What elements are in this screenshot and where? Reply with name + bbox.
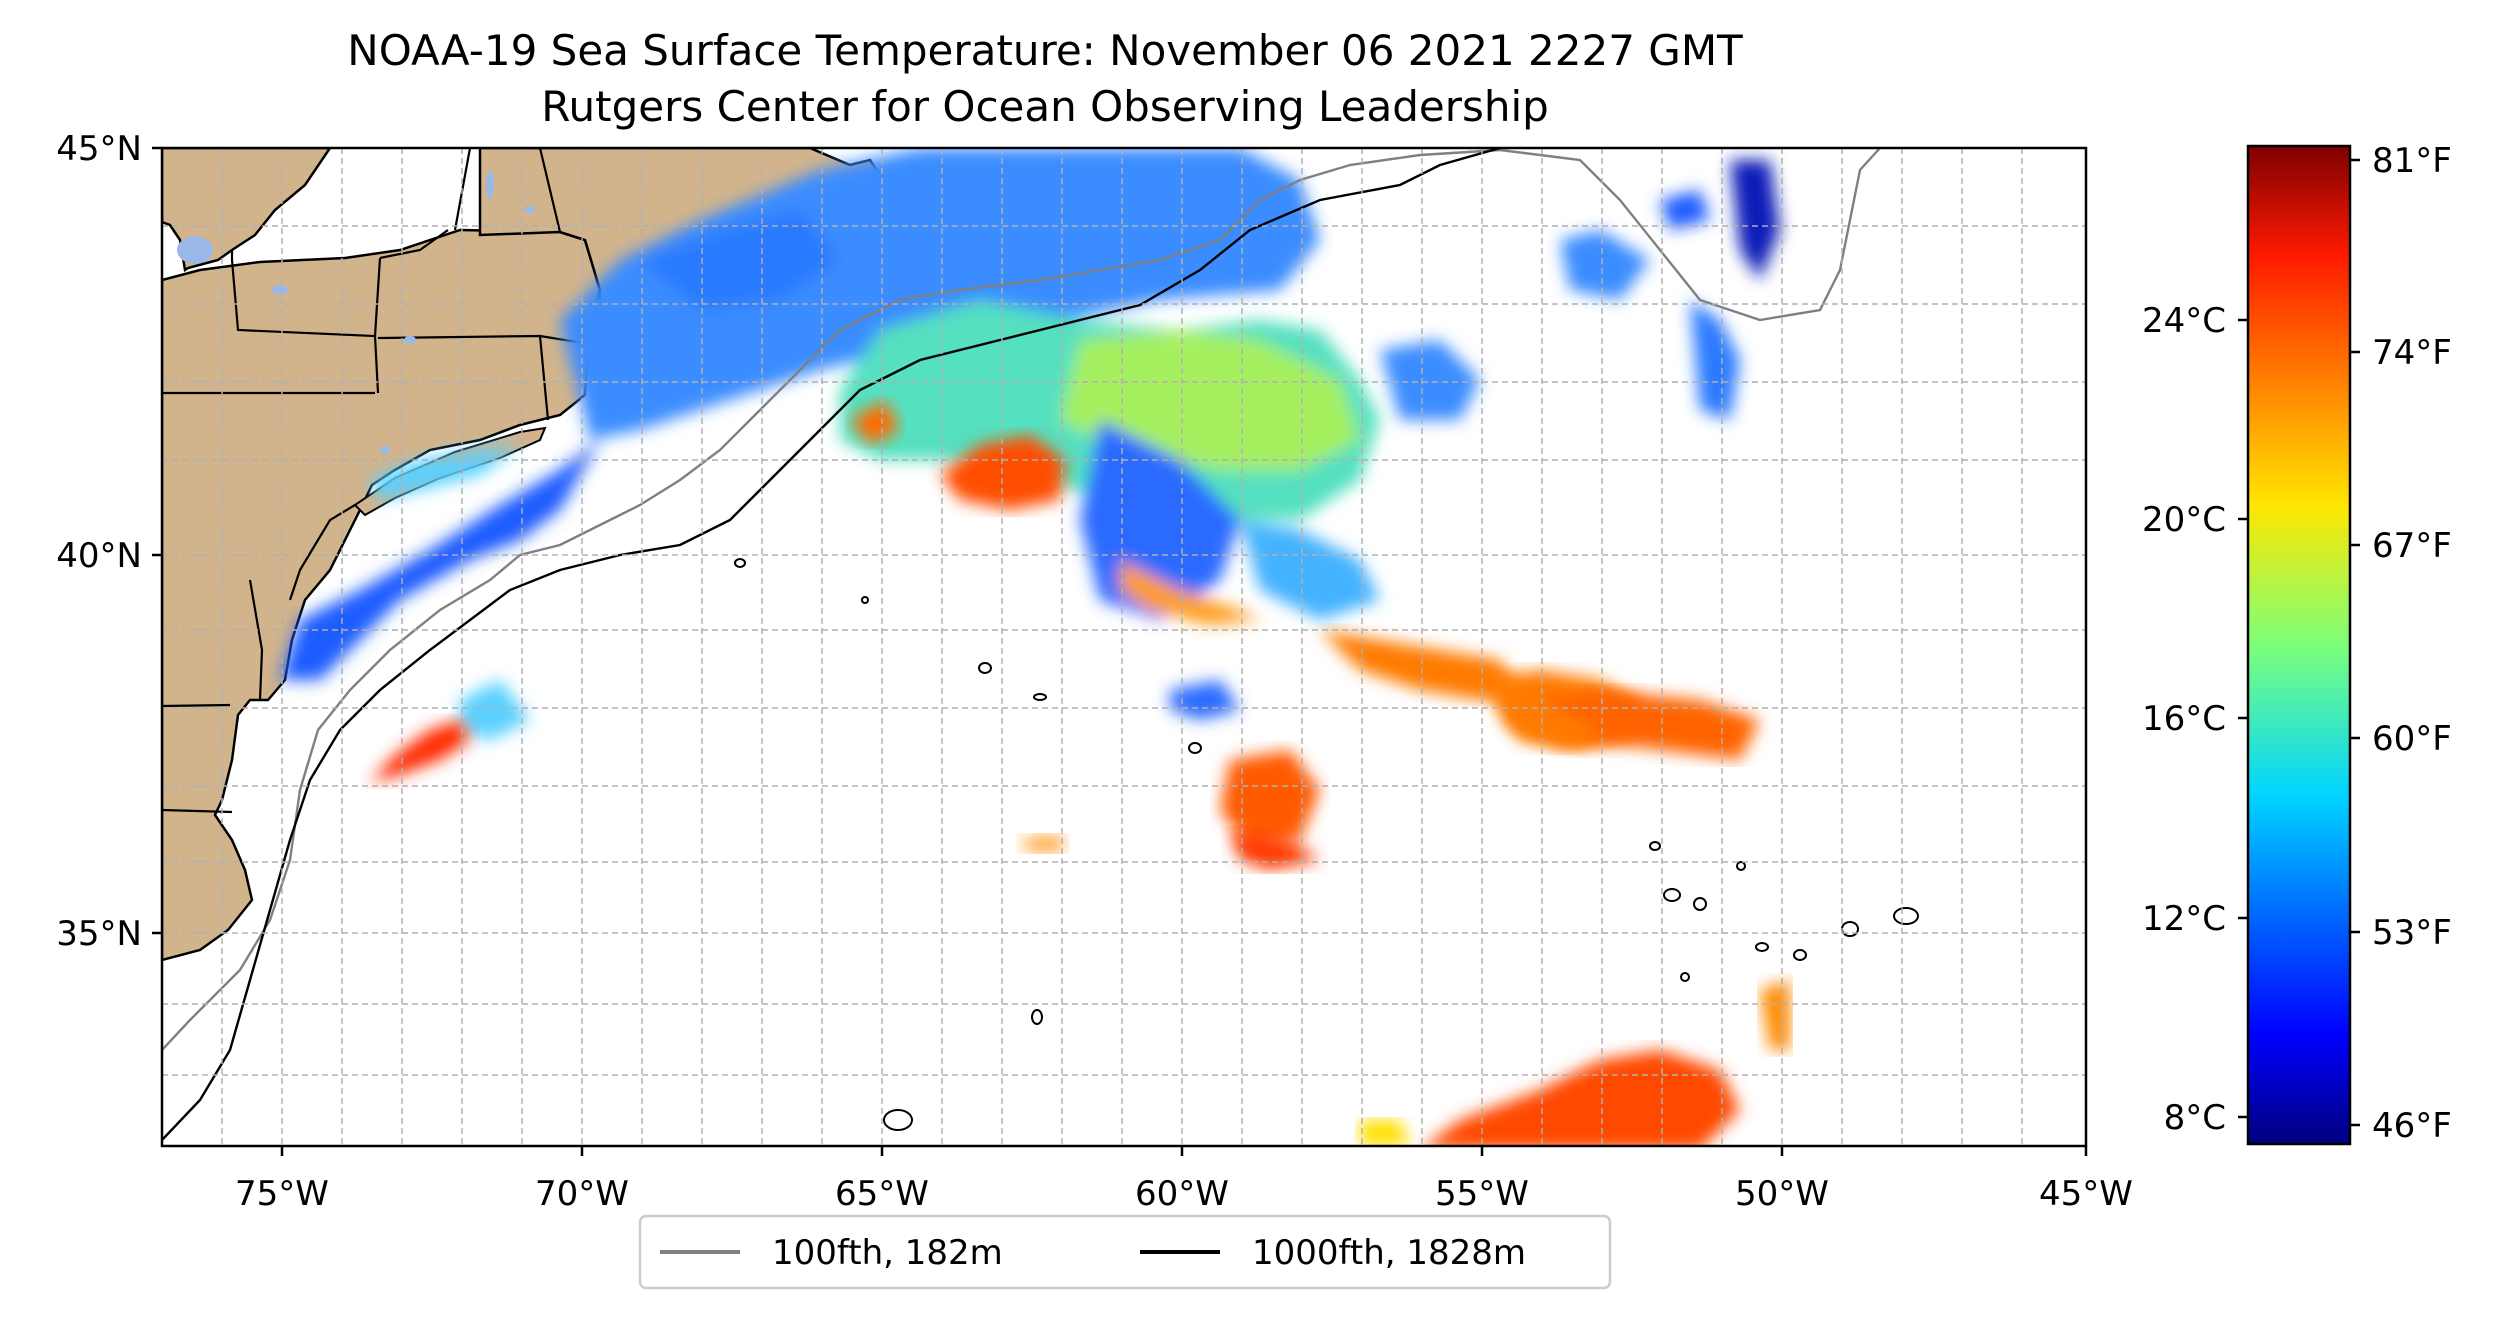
lon-label: 60°W [1135, 1174, 1229, 1214]
legend-label-1000fth: 1000fth, 1828m [1252, 1233, 1526, 1273]
lon-label: 45°W [2039, 1174, 2133, 1214]
map-area [162, 148, 2086, 1146]
lat-label: 40°N [56, 536, 142, 576]
lon-label: 50°W [1735, 1174, 1829, 1214]
legend-label-100fth: 100fth, 182m [772, 1233, 1003, 1273]
temperature-colorbar: 24°C 20°C 16°C 12°C 8°C 81°F 74°F 67°F 6… [2142, 141, 2452, 1146]
lat-label: 45°N [56, 129, 142, 169]
colorbar-fahrenheit-label: 53°F [2372, 913, 2452, 953]
colorbar-celsius-label: 16°C [2142, 699, 2226, 739]
seamount-contours [734, 558, 1919, 1131]
axis-ticks [152, 146, 2088, 1156]
lon-label: 65°W [835, 1174, 929, 1214]
colorbar-fahrenheit-label: 46°F [2372, 1106, 2452, 1146]
colorbar-celsius-label: 20°C [2142, 500, 2226, 540]
colorbar-fahrenheit-label: 74°F [2372, 333, 2452, 373]
lon-label: 55°W [1435, 1174, 1529, 1214]
isobath-lines [162, 148, 1881, 1141]
map-frame [160, 146, 2088, 1148]
lat-label: 35°N [56, 914, 142, 954]
lon-label: 70°W [535, 1174, 629, 1214]
isobath-legend: 100fth, 182m 1000fth, 1828m [638, 1214, 1612, 1290]
colorbar-celsius-label: 24°C [2142, 301, 2226, 341]
colorbar-fahrenheit-label: 81°F [2372, 141, 2452, 181]
lakes [177, 171, 535, 454]
lon-label: 75°W [235, 1174, 329, 1214]
colorbar-fahrenheit-label: 60°F [2372, 719, 2452, 759]
state-borders [162, 148, 603, 814]
gridlines [162, 148, 2086, 1146]
colorbar-fahrenheit-label: 67°F [2372, 526, 2452, 566]
isobath-100fth [162, 148, 1881, 1051]
map-title: NOAA-19 Sea Surface Temperature: Novembe… [347, 26, 1743, 75]
map-subtitle: Rutgers Center for Ocean Observing Leade… [541, 82, 1549, 131]
colorbar-celsius-label: 12°C [2142, 899, 2226, 939]
colorbar-celsius-label: 8°C [2164, 1098, 2226, 1138]
isobath-1000fth [162, 148, 1501, 1141]
